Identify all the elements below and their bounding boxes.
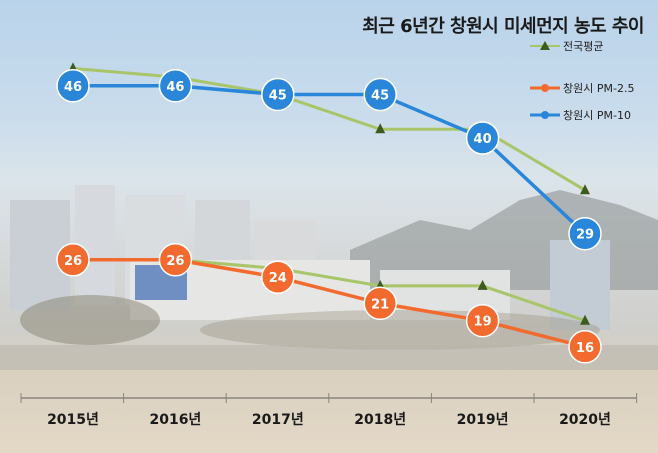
data-point bbox=[56, 243, 90, 277]
data-label: 45 bbox=[371, 89, 389, 104]
legend-pm10: 창원시 PM-10 bbox=[530, 107, 631, 123]
data-label: 16 bbox=[576, 341, 594, 356]
series-line bbox=[72, 66, 586, 192]
circle-marker-icon bbox=[530, 109, 560, 121]
data-point bbox=[465, 121, 500, 155]
circle-marker-icon bbox=[530, 82, 560, 94]
data-label: 24 bbox=[269, 271, 287, 286]
data-label: 19 bbox=[474, 315, 492, 330]
data-label: 26 bbox=[64, 254, 82, 269]
legend-label: 창원시 PM-2.5 bbox=[563, 82, 635, 95]
data-label: 45 bbox=[269, 89, 287, 104]
data-point bbox=[158, 243, 193, 277]
data-point bbox=[568, 330, 602, 364]
data-point bbox=[363, 77, 397, 112]
data-point bbox=[363, 286, 397, 321]
x-tick-label: 2017년 bbox=[252, 412, 304, 428]
data-point bbox=[56, 69, 90, 103]
data-label: 26 bbox=[166, 254, 184, 269]
x-tick-label: 2019년 bbox=[457, 412, 509, 428]
x-tick-label: 2018년 bbox=[354, 412, 406, 428]
legend-label: 창원시 PM-10 bbox=[563, 109, 631, 122]
data-point bbox=[158, 69, 193, 103]
legend-national-average: 전국평균 bbox=[530, 38, 603, 54]
series-line bbox=[73, 258, 586, 349]
data-label: 21 bbox=[371, 297, 389, 312]
legend-label: 전국평균 bbox=[563, 40, 604, 53]
data-label: 46 bbox=[166, 80, 184, 95]
data-point-triangle bbox=[580, 314, 590, 325]
data-point bbox=[261, 260, 295, 294]
x-tick-label: 2020년 bbox=[559, 412, 611, 428]
series-line bbox=[73, 84, 587, 235]
data-point-triangle bbox=[375, 123, 386, 134]
city-background bbox=[0, 185, 658, 370]
data-point bbox=[568, 216, 602, 251]
x-tick-label: 2015년 bbox=[47, 412, 99, 428]
data-label: 46 bbox=[64, 80, 82, 95]
data-point-triangle bbox=[477, 279, 488, 290]
data-point bbox=[465, 303, 500, 338]
data-point bbox=[261, 77, 295, 112]
legend-pm25: 창원시 PM-2.5 bbox=[530, 80, 634, 96]
x-tick-label: 2016년 bbox=[149, 412, 201, 428]
data-label: 40 bbox=[474, 132, 492, 147]
data-label: 29 bbox=[576, 228, 594, 243]
data-point-triangle bbox=[580, 184, 590, 195]
chart-title: 최근 6년간 창원시 미세먼지 농도 추이 bbox=[362, 16, 644, 37]
triangle-marker-icon bbox=[530, 40, 560, 52]
